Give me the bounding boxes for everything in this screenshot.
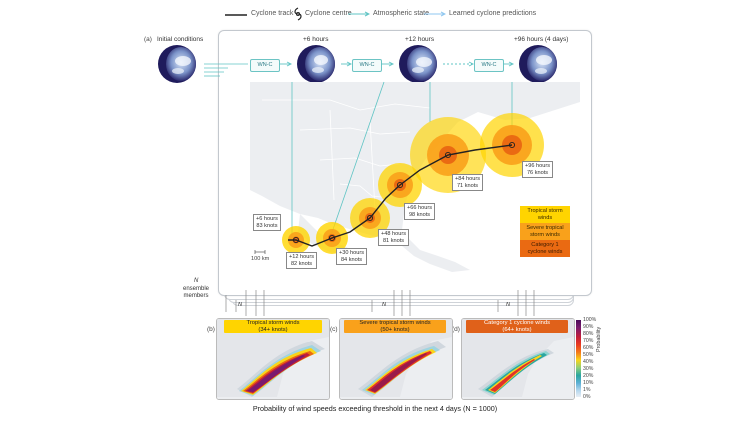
map-panel-d bbox=[461, 318, 575, 400]
scale-label: 100 km bbox=[251, 256, 270, 262]
legend-atmospheric-state: Atmospheric state bbox=[373, 10, 430, 17]
colorbar-tick: 50% bbox=[583, 352, 594, 358]
legend-cyclone-track: Cyclone track bbox=[251, 10, 294, 17]
panel-b-title: Tropical storm winds (34+ knots) bbox=[224, 320, 322, 334]
globe-plus96-icon bbox=[519, 45, 557, 83]
colorbar-tick: 10% bbox=[583, 380, 594, 386]
anno-plus48: +48 hours 81 knots bbox=[378, 229, 410, 247]
legend-learned-predictions: Learned cyclone predictions bbox=[449, 10, 537, 17]
ensemble-n: N bbox=[194, 278, 199, 284]
colorbar-tick: 20% bbox=[583, 373, 594, 379]
globe-plus12-icon bbox=[399, 45, 437, 83]
key-tropical-storm: Tropical storm winds bbox=[520, 206, 570, 223]
colorbar-tick: 0% bbox=[583, 394, 591, 400]
cyclone-track-line bbox=[288, 144, 513, 247]
ensemble-connectors bbox=[225, 290, 535, 316]
anno-plus12: +12 hours 82 knots bbox=[286, 252, 318, 270]
stage-label-plus6: +6 hours bbox=[303, 36, 329, 43]
stage-label-plus12: +12 hours bbox=[405, 36, 435, 43]
globe-initial-icon bbox=[158, 45, 196, 83]
ensemble-members-label: ensemble members bbox=[183, 286, 210, 299]
caption: Probability of wind speeds exceeding thr… bbox=[252, 404, 498, 413]
cyclone-centres bbox=[292, 141, 516, 244]
colorbar-tick: 30% bbox=[583, 366, 594, 372]
atmospheric-state-arrow-icon bbox=[348, 11, 370, 17]
wnc-box-2: WN-C bbox=[352, 59, 382, 72]
globe-plus6-icon bbox=[297, 45, 335, 83]
colorbar-tick: 90% bbox=[583, 324, 594, 330]
cyclone-centre-icon bbox=[294, 7, 302, 21]
cyclone-track-swatch bbox=[225, 14, 247, 16]
initial-conditions-label: Initial conditions bbox=[157, 36, 204, 43]
probability-colorbar bbox=[576, 320, 581, 397]
colorbar-tick: 100% bbox=[583, 317, 597, 323]
stage-arrows bbox=[279, 61, 515, 67]
anno-plus6: +6 hours 83 knots bbox=[253, 214, 281, 232]
legend: Cyclone track Cyclone centre Atmospheric… bbox=[0, 7, 750, 23]
colorbar-tick: 1% bbox=[583, 387, 591, 393]
wnc-box-3: WN-C bbox=[474, 59, 504, 72]
anno-plus96: +96 hours 76 knots bbox=[522, 161, 554, 179]
scale-bar bbox=[254, 250, 266, 254]
panel-c-label: (c) bbox=[330, 326, 338, 333]
initial-arrows bbox=[204, 63, 248, 77]
key-severe-tropical-storm: Severe tropical storm winds bbox=[520, 223, 570, 240]
stage-label-plus96: +96 hours (4 days) bbox=[514, 36, 569, 43]
panel-a-label: (a) bbox=[144, 36, 152, 43]
wnc-box-1: WN-C bbox=[250, 59, 280, 72]
panel-c-title: Severe tropical storm winds (50+ knots) bbox=[344, 320, 446, 334]
panel-d-title: Category 1 cyclone winds (64+ knots) bbox=[466, 320, 568, 334]
anno-plus66: +66 hours 98 knots bbox=[404, 203, 436, 221]
learned-predictions-arrow-icon bbox=[424, 11, 446, 17]
colorbar-title: Probability bbox=[596, 326, 602, 352]
colorbar-tick: 60% bbox=[583, 345, 594, 351]
colorbar-tick: 70% bbox=[583, 338, 594, 344]
n-label-c: N bbox=[382, 302, 387, 308]
panel-d-label: (d) bbox=[452, 326, 460, 333]
n-label-d: N bbox=[506, 302, 511, 308]
anno-plus84: +84 hours 71 knots bbox=[452, 174, 484, 192]
panel-b-label: (b) bbox=[207, 326, 215, 333]
n-label-b: N bbox=[238, 302, 243, 308]
colorbar-tick: 80% bbox=[583, 331, 594, 337]
colorbar-tick: 40% bbox=[583, 359, 594, 365]
legend-cyclone-centre: Cyclone centre bbox=[305, 10, 352, 17]
key-category-1: Category 1 cyclone winds bbox=[520, 240, 570, 257]
anno-plus30: +30 hours 84 knots bbox=[336, 248, 368, 266]
